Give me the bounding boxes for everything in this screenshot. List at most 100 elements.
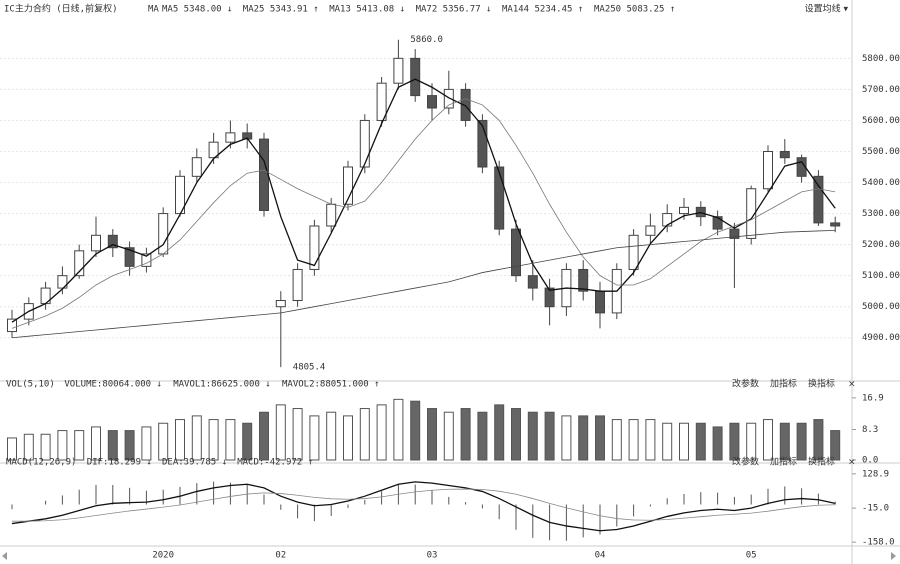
pane-button[interactable]: 换指标	[808, 378, 835, 390]
volume-bar	[175, 419, 185, 461]
volume-bar	[679, 422, 689, 461]
volume-bar	[544, 411, 555, 461]
candle-body	[746, 188, 757, 239]
y-tick-label: 5000.00	[862, 302, 900, 312]
scroll-left[interactable]	[2, 552, 7, 560]
candle-body	[427, 95, 437, 109]
volume-bar	[91, 426, 101, 461]
candle-body	[158, 213, 169, 255]
candle-body	[259, 138, 269, 211]
candle-body	[124, 247, 135, 267]
x-tick-label: 04	[595, 551, 606, 561]
pane-button[interactable]: 改参数	[732, 456, 759, 468]
volume-bar	[477, 411, 488, 461]
volume-bar	[74, 430, 85, 461]
volume-bar	[628, 419, 639, 461]
legend-entry: MA250 5083.25 ↑	[594, 5, 675, 15]
legend-entry: MA13 5413.08 ↓	[329, 5, 405, 15]
y-tick-label: 5200.00	[862, 240, 900, 250]
pane-button[interactable]: 加指标	[770, 456, 797, 468]
candle-body	[393, 57, 404, 84]
x-tick-label: 2020	[152, 551, 174, 561]
volume-bar	[578, 415, 589, 461]
candle-body	[578, 268, 589, 292]
pane-button[interactable]: ×	[848, 458, 856, 468]
candle-body	[292, 268, 303, 301]
volume-bar	[645, 419, 656, 461]
candle-body	[813, 175, 824, 224]
scroll-right[interactable]	[891, 552, 896, 560]
candle-body	[712, 216, 723, 230]
y-tick-label: 5600.00	[862, 116, 900, 126]
volume-bar	[124, 430, 135, 461]
candle-body	[91, 234, 101, 252]
y-tick-label: 5700.00	[862, 85, 900, 95]
candle-body	[662, 213, 673, 227]
candle-body	[645, 225, 656, 236]
candle-body	[141, 253, 152, 267]
volume-bar	[376, 404, 387, 461]
volume-bar	[427, 408, 437, 461]
candle-body	[460, 88, 471, 121]
candle-body	[830, 222, 841, 227]
volume-bar	[779, 422, 790, 461]
ma-menu[interactable]: 设置均线 ▾	[805, 3, 849, 15]
volume-bar	[242, 422, 253, 461]
volume-bar	[511, 408, 521, 461]
pane-button[interactable]: ×	[848, 380, 856, 390]
candle-body	[275, 299, 286, 308]
volume-bar	[141, 426, 152, 461]
candle-body	[595, 290, 605, 314]
volume-bar	[208, 419, 219, 461]
volume-bar	[107, 430, 118, 461]
legend-entry: MA72 5356.77 ↓	[416, 5, 492, 15]
legend-entry: DIF:18.299 ↓	[87, 458, 152, 468]
candle-body	[74, 250, 85, 277]
volume-bar	[326, 411, 337, 461]
candle-body	[343, 166, 353, 205]
volume-bar	[359, 408, 370, 461]
volume-bar	[292, 408, 303, 461]
y-tick-label: 5400.00	[862, 178, 900, 188]
candle-body	[309, 225, 320, 270]
legend-entry: MACD(12,26,9)	[6, 458, 76, 468]
volume-bar	[595, 415, 605, 461]
candle-body	[443, 88, 454, 109]
pane-button[interactable]: 加指标	[770, 378, 797, 390]
volume-bar	[611, 419, 622, 461]
legend-entry: MAVOL1:86625.000 ↓	[173, 380, 271, 390]
y-tick-label: 0.0	[862, 456, 878, 466]
y-tick-label: 5300.00	[862, 209, 900, 219]
legend-entry: MA144 5234.45 ↑	[502, 5, 583, 15]
candle-body	[729, 228, 740, 239]
volume-bar	[729, 422, 740, 461]
indicator-name: MA	[148, 5, 159, 15]
volume-bar	[830, 430, 841, 461]
volume-bar	[393, 398, 404, 461]
legend-entry: MAVOL2:88051.000 ↑	[282, 380, 380, 390]
volume-bar	[746, 422, 757, 461]
legend-entry: VOL(5,10)	[6, 380, 55, 390]
candle-body	[494, 166, 505, 230]
volume-bar	[191, 415, 202, 461]
volume-bar	[527, 411, 538, 461]
volume-bar	[712, 426, 723, 461]
pane-button[interactable]: 改参数	[732, 378, 759, 390]
candle-body	[477, 119, 488, 168]
chart-title: IC主力合约 (日线,前复权)	[4, 3, 118, 15]
x-tick-label: 02	[275, 551, 286, 561]
legend-entry: MA25 5343.91 ↑	[243, 5, 319, 15]
line	[11, 229, 836, 339]
volume-bar	[57, 430, 68, 461]
volume-bar	[225, 419, 236, 461]
candle-body	[628, 234, 639, 270]
volume-bar	[494, 404, 505, 461]
legend-entry: MACD:-42.972 ↑	[237, 458, 313, 468]
line	[11, 481, 836, 532]
pane-button[interactable]: 换指标	[808, 456, 835, 468]
candle-body	[511, 228, 521, 277]
y-tick-label: 5500.00	[862, 147, 900, 157]
line	[11, 98, 836, 329]
low-annotation: 4805.4	[293, 363, 326, 373]
